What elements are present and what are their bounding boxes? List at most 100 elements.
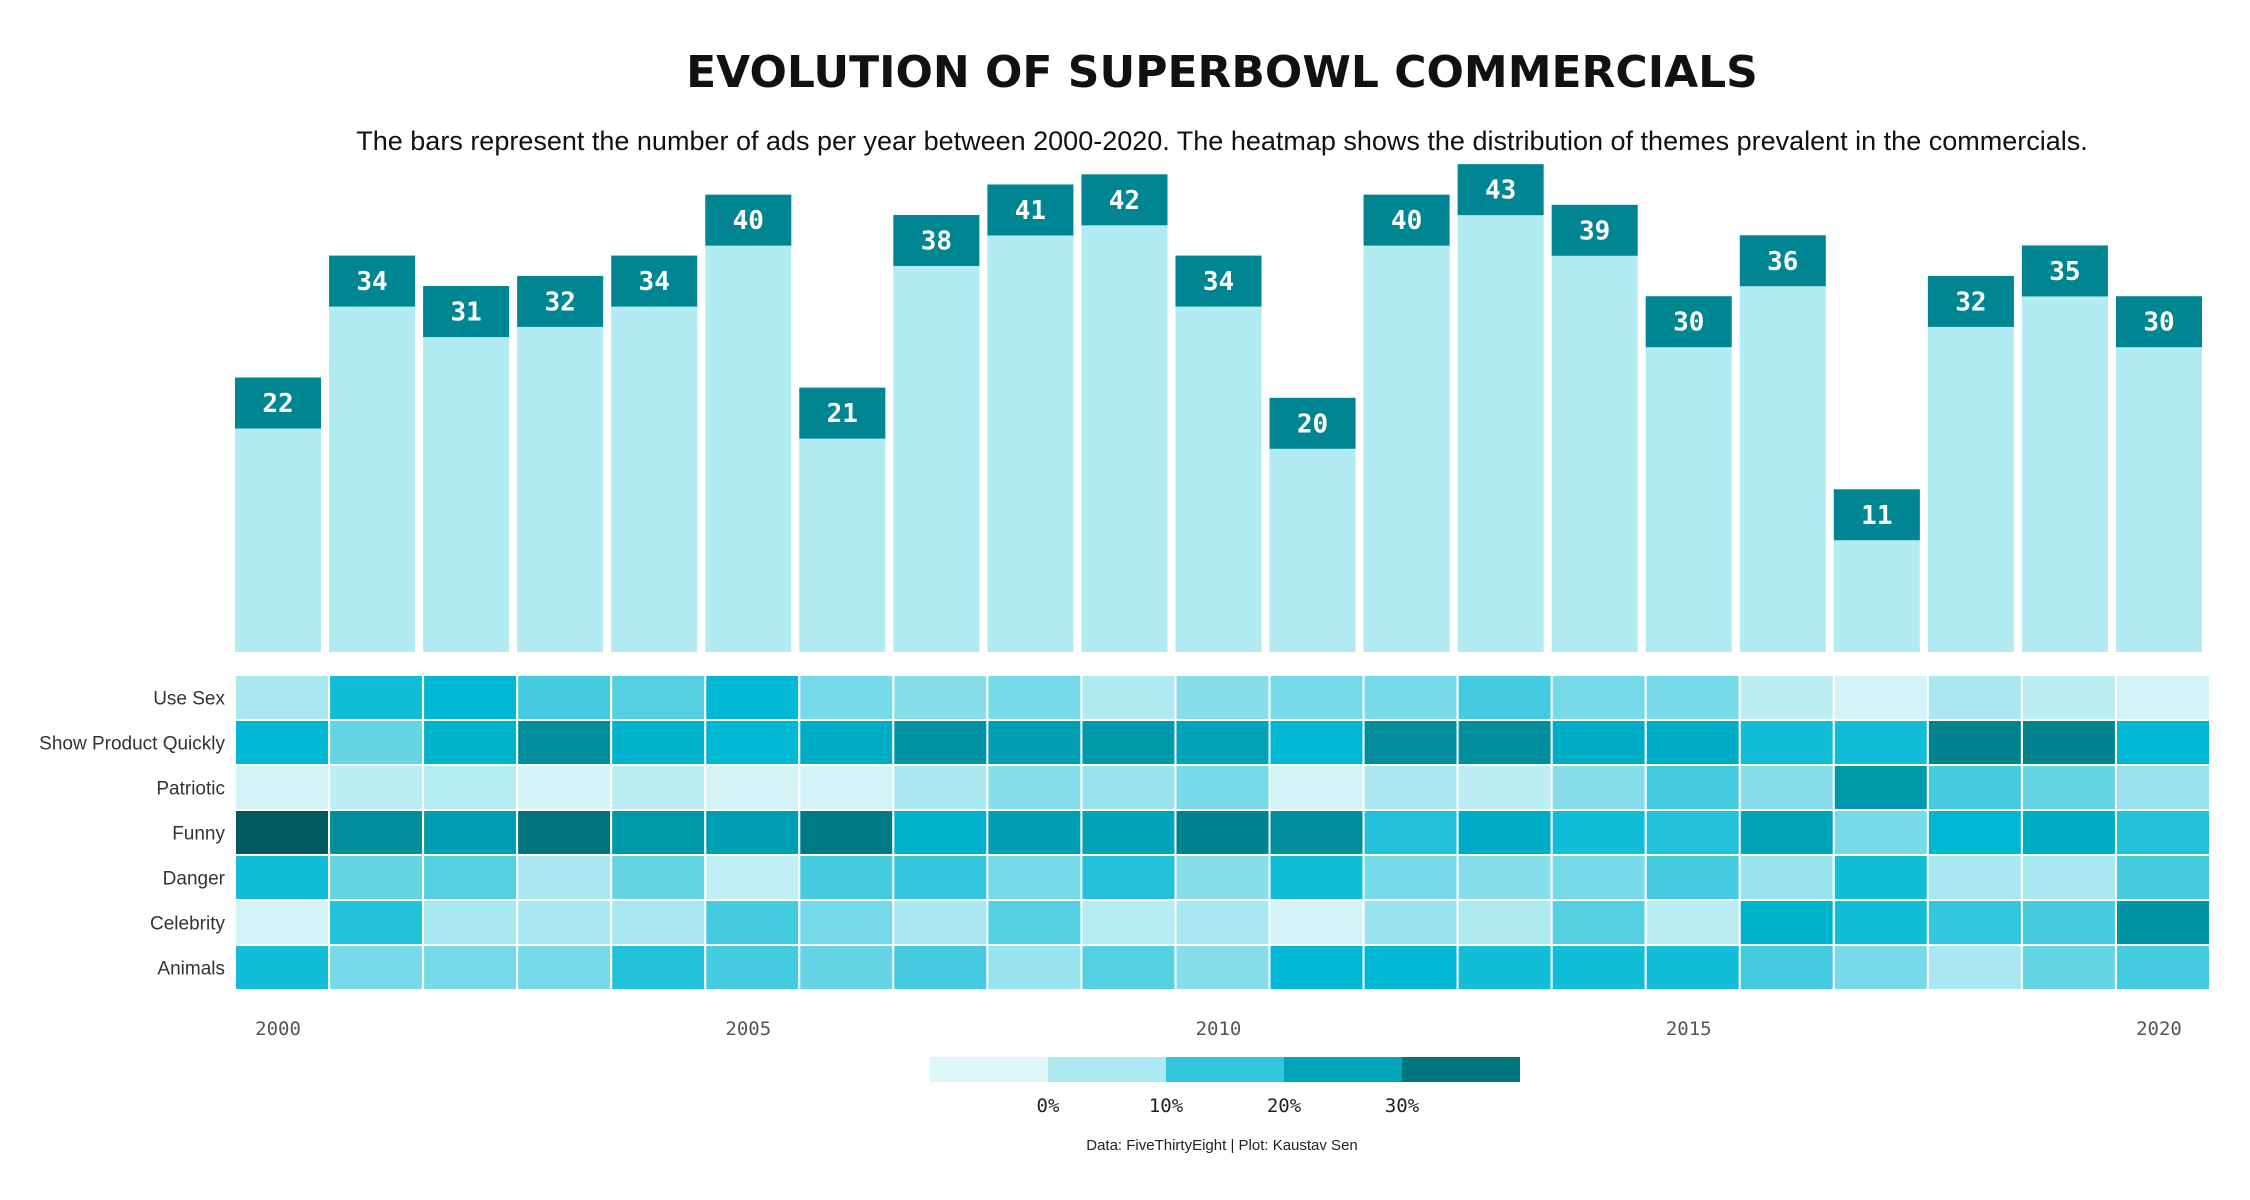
heatmap-cell [1926, 854, 2023, 901]
heatmap-cell [1644, 764, 1741, 811]
heatmap-cell [704, 899, 801, 946]
heatmap-cell [986, 899, 1083, 946]
bar-cap-2006 [799, 387, 886, 439]
heatmap-cell [328, 809, 425, 856]
heatmap-cell [1550, 719, 1647, 766]
heatmap-cell [1550, 674, 1647, 721]
bar-2000 [235, 428, 322, 652]
heatmap-cell [2020, 944, 2117, 991]
legend-swatch [1048, 1057, 1166, 1082]
heatmap-cell [1738, 674, 1835, 721]
heatmap-cell [328, 944, 425, 991]
heatmap-cell [1174, 899, 1271, 946]
heatmap-cell [234, 764, 331, 811]
bar-2005 [705, 245, 792, 653]
bar-cap-2012 [1363, 194, 1450, 246]
bar-2015 [1645, 347, 1732, 652]
heatmap-cell [234, 674, 331, 721]
legend-swatch [1166, 1057, 1284, 1082]
bar-cap-2009 [1081, 174, 1168, 226]
heatmap-cell [1268, 944, 1365, 991]
heatmap-cell [2114, 809, 2212, 856]
bar-cap-2017 [1833, 489, 1920, 541]
bar-cap-2002 [423, 286, 510, 338]
x-tick-label: 2015 [1666, 1018, 1712, 1040]
heatmap-cell [1926, 899, 2023, 946]
legend-swatch [930, 1057, 1048, 1082]
legend-tick-label: 0% [1037, 1095, 1060, 1117]
heatmap-cell [1832, 764, 1929, 811]
heatmap-cell [1456, 854, 1553, 901]
heatmap-cell [2020, 854, 2117, 901]
bar-chart: 22 34 31 32 34 40 21 38 41 42 34 20 40 43 39 30 36 11 32 35… [235, 164, 2202, 653]
heatmap-cell [1644, 899, 1741, 946]
heatmap-cell [234, 719, 331, 766]
heatmap-cell [798, 674, 895, 721]
heatmap-cell [2114, 674, 2212, 721]
bar-cap-2001 [329, 255, 416, 307]
bar-value-label: 22 [262, 389, 293, 419]
heatmap-cell [1268, 809, 1365, 856]
bar-2016 [1739, 286, 1826, 652]
heatmap-cell [516, 674, 613, 721]
heatmap-cell [1926, 674, 2023, 721]
heatmap-cell [328, 719, 425, 766]
heatmap-cell [986, 719, 1083, 766]
heatmap-cell [1268, 674, 1365, 721]
heatmap-cell [1080, 944, 1177, 991]
heatmap-cell [1456, 719, 1553, 766]
heatmap-cell [1080, 674, 1177, 721]
heatmap-cell [610, 854, 707, 901]
heatmap-cell [1644, 854, 1741, 901]
bar-cap-2004 [611, 255, 698, 307]
heatmap-cell [1080, 854, 1177, 901]
heatmap-cell [1362, 719, 1459, 766]
heatmap-cell [1174, 719, 1271, 766]
bar-2017 [1833, 540, 1920, 652]
legend-tick-label: 30% [1385, 1095, 1420, 1117]
heatmap-cell [1456, 944, 1553, 991]
bar-value-label: 35 [2049, 257, 2080, 287]
heatmap-cell [234, 809, 331, 856]
heatmap-cell [1926, 809, 2023, 856]
heatmap-cell [892, 944, 989, 991]
heatmap-cell [1550, 854, 1647, 901]
bar-2010 [1175, 306, 1262, 652]
bar-2002 [423, 337, 510, 652]
heatmap-cell [1080, 809, 1177, 856]
heatmap-cell [1738, 809, 1835, 856]
heatmap-cell [1456, 899, 1553, 946]
bar-2007 [893, 265, 980, 652]
bar-2020 [2115, 347, 2202, 652]
chart-caption: Data: FiveThirtyEight | Plot: Kaustav Se… [1086, 1137, 1358, 1154]
heatmap-cell [1456, 674, 1553, 721]
heatmap-cell [2114, 899, 2212, 946]
bar-value-label: 34 [639, 267, 670, 297]
heatmap-cell [1268, 719, 1365, 766]
bar-value-label: 38 [921, 226, 952, 256]
heatmap-cell [1456, 764, 1553, 811]
legend-swatch [1284, 1057, 1402, 1082]
heatmap-cell [1550, 809, 1647, 856]
heatmap-cell [1738, 944, 1835, 991]
heatmap-cell [1926, 944, 2023, 991]
bar-value-label: 31 [450, 298, 481, 328]
heatmap-cell [1174, 674, 1271, 721]
heatmap-cell [2020, 764, 2117, 811]
heatmap-cell [610, 719, 707, 766]
bar-value-label: 32 [545, 287, 576, 317]
heatmap-cell [892, 674, 989, 721]
heatmap-cell [1550, 944, 1647, 991]
heatmap-cell [1268, 899, 1365, 946]
heatmap-cell [516, 899, 613, 946]
heatmap-cell [422, 764, 519, 811]
heatmap-cell [986, 764, 1083, 811]
bar-2004 [611, 306, 698, 652]
heatmap-cell [704, 719, 801, 766]
bar-value-label: 21 [827, 399, 858, 429]
heatmap-cell [328, 854, 425, 901]
heatmap-cell [422, 854, 519, 901]
heatmap-cell [1926, 764, 2023, 811]
heatmap-cell [234, 899, 331, 946]
